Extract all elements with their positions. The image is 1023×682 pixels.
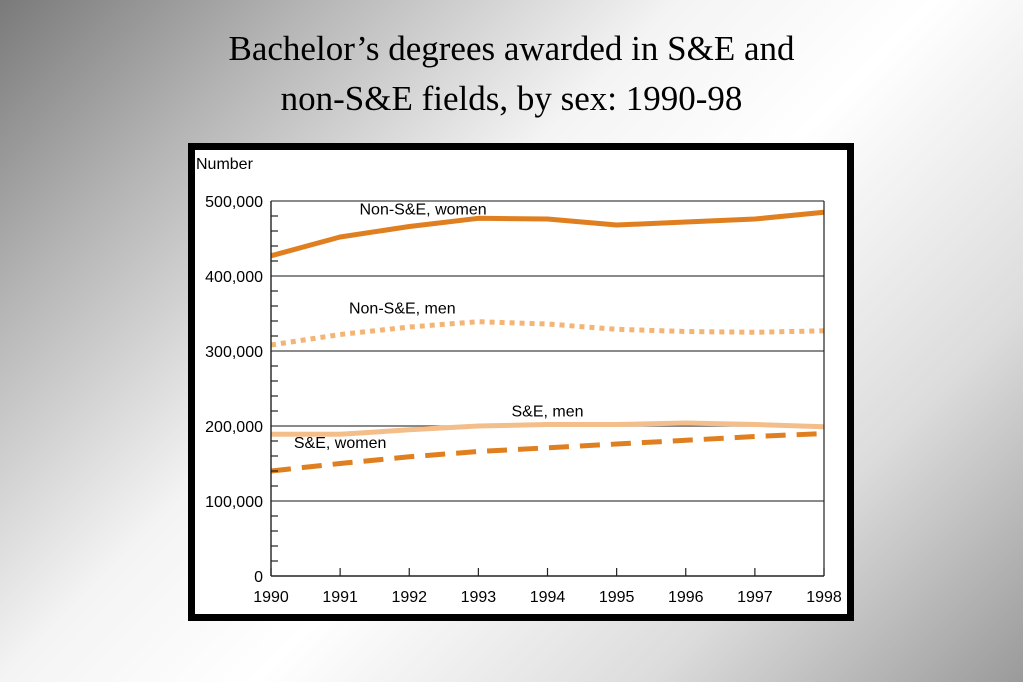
line-chart: Number 0 100,000 200,000 300,000 400,000 500,… (196, 156, 842, 606)
series-label-0: Non-S&E, women (359, 202, 486, 219)
series-label-1: Non-S&E, men (349, 301, 456, 318)
series-labels: Non-S&E, women Non-S&E, men S&E, men S&E, w… (294, 202, 584, 452)
y-tick-label-0: 0 (254, 569, 263, 586)
series-lines (270, 209, 825, 474)
x-tick-label-8: 1998 (806, 589, 842, 606)
slide-title-line-2: non-S&E fields, by sex: 1990-98 (280, 79, 743, 118)
y-tick-label-4: 400,000 (205, 269, 263, 286)
y-tick-label-3: 300,000 (205, 344, 263, 361)
x-tick-label-0: 1990 (253, 589, 289, 606)
series-line-1 (270, 319, 825, 348)
y-tick-label-2: 200,000 (205, 419, 263, 436)
x-tick-label-3: 1993 (461, 589, 497, 606)
x-tick-label-5: 1995 (599, 589, 635, 606)
slide-title: Bachelor’s degrees awarded in S&E and no… (0, 24, 1023, 124)
x-tick-label-2: 1992 (391, 589, 427, 606)
x-tick-label-7: 1997 (737, 589, 773, 606)
series-line-2 (271, 420, 825, 437)
x-tick-label-4: 1994 (530, 589, 566, 606)
axes: 0 100,000 200,000 300,000 400,000 500,000 1990… (205, 194, 842, 606)
y-axis-label: Number (196, 156, 254, 173)
y-tick-label-1: 100,000 (205, 494, 263, 511)
series-label-2: S&E, men (511, 403, 583, 420)
series-label-3: S&E, women (294, 435, 386, 452)
series-line-0 (270, 209, 825, 259)
chart-frame: Number 0 100,000 200,000 300,000 400,000 500,… (188, 143, 854, 621)
y-tick-label-5: 500,000 (205, 194, 263, 211)
x-tick-label-1: 1991 (322, 589, 358, 606)
slide-title-line-1: Bachelor’s degrees awarded in S&E and (228, 29, 795, 68)
gridlines (271, 200, 824, 502)
x-tick-label-6: 1996 (668, 589, 704, 606)
